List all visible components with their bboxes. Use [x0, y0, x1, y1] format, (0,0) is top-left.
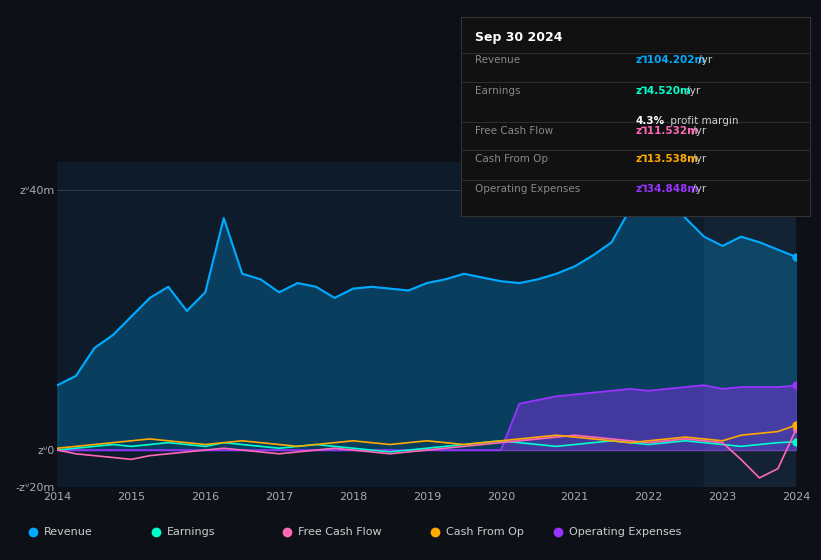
Text: Free Cash Flow: Free Cash Flow	[298, 527, 382, 537]
Text: /yr: /yr	[690, 126, 707, 136]
Bar	[704, 162, 796, 487]
Text: Earnings: Earnings	[167, 527, 215, 537]
Text: z⅂11.532m: z⅂11.532m	[636, 126, 699, 136]
Text: z⅂13.538m: z⅂13.538m	[636, 154, 699, 164]
Text: /yr: /yr	[695, 54, 713, 64]
Text: /yr: /yr	[690, 154, 707, 164]
Text: z⅂34.848m: z⅂34.848m	[636, 184, 699, 194]
Text: Sep 30 2024: Sep 30 2024	[475, 31, 563, 44]
Text: /yr: /yr	[690, 184, 707, 194]
Text: Operating Expenses: Operating Expenses	[569, 527, 681, 537]
Text: Revenue: Revenue	[475, 54, 521, 64]
Text: Operating Expenses: Operating Expenses	[475, 184, 580, 194]
Text: /yr: /yr	[683, 86, 700, 96]
Text: Earnings: Earnings	[475, 86, 521, 96]
Text: z⅂104.202m: z⅂104.202m	[636, 54, 706, 64]
Text: Cash From Op: Cash From Op	[446, 527, 524, 537]
Text: profit margin: profit margin	[667, 116, 738, 126]
Text: z⅂4.520m: z⅂4.520m	[636, 86, 692, 96]
Text: Free Cash Flow: Free Cash Flow	[475, 126, 553, 136]
Text: Revenue: Revenue	[44, 527, 92, 537]
Text: Cash From Op: Cash From Op	[475, 154, 548, 164]
Text: 4.3%: 4.3%	[636, 116, 665, 126]
